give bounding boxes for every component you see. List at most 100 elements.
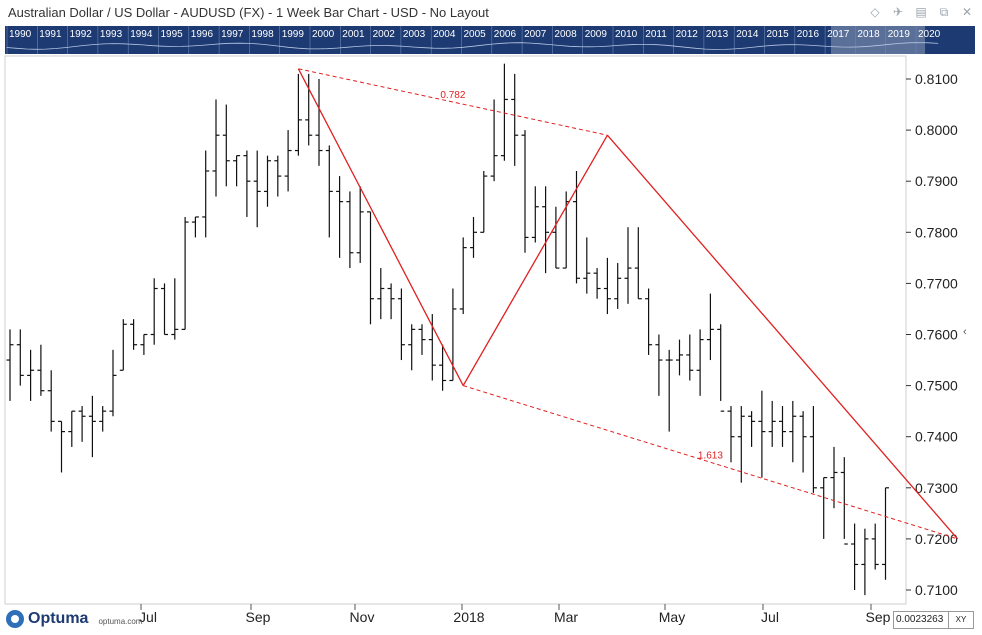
ohlc-bar[interactable] — [6, 329, 14, 401]
ohlc-bar[interactable] — [68, 410, 76, 447]
timeline-year-label[interactable]: 2006 — [494, 29, 517, 40]
ohlc-bar[interactable] — [593, 268, 601, 299]
ohlc-bar[interactable] — [243, 150, 251, 217]
ohlc-bar[interactable] — [191, 216, 199, 238]
timeline-year-label[interactable]: 1990 — [9, 29, 32, 40]
ohlc-bar[interactable] — [284, 130, 292, 192]
ohlc-bar[interactable] — [130, 319, 138, 350]
ohlc-bar[interactable] — [789, 400, 797, 463]
ohlc-bar[interactable] — [634, 227, 642, 300]
timeline-year-label[interactable]: 2001 — [342, 29, 365, 40]
timeline-year-label[interactable]: 2002 — [373, 29, 396, 40]
timeline-year-label[interactable]: 1992 — [70, 29, 93, 40]
ohlc-bar[interactable] — [552, 206, 560, 269]
price-readout[interactable]: 0.0023263 — [893, 611, 949, 629]
ohlc-bar[interactable] — [58, 420, 65, 473]
timeline-year-label[interactable]: 2018 — [857, 29, 880, 40]
ohlc-bar[interactable] — [779, 406, 786, 447]
ohlc-bar[interactable] — [840, 457, 848, 545]
timeline-year-label[interactable]: 1998 — [251, 29, 274, 40]
timeline-year-label[interactable]: 2000 — [312, 29, 335, 40]
pattern-leg[interactable] — [297, 68, 464, 386]
ohlc-bar[interactable] — [655, 334, 663, 396]
ohlc-bar[interactable] — [676, 339, 683, 376]
ohlc-bar[interactable] — [542, 186, 550, 274]
timeline-year-label[interactable]: 1994 — [130, 29, 153, 40]
ohlc-bar[interactable] — [768, 400, 776, 447]
ohlc-bar[interactable] — [459, 237, 467, 315]
ohlc-bar[interactable] — [161, 283, 168, 336]
ohlc-bar[interactable] — [253, 150, 261, 228]
ohlc-bar[interactable] — [88, 395, 96, 458]
ohlc-bar[interactable] — [737, 406, 745, 483]
ohlc-bar[interactable] — [830, 446, 838, 509]
ohlc-bar[interactable] — [871, 523, 879, 570]
ohlc-bar[interactable] — [408, 324, 416, 371]
ohlc-bar[interactable] — [212, 99, 220, 197]
ohlc-bar[interactable] — [624, 227, 632, 304]
ohlc-bar[interactable] — [799, 411, 807, 473]
timeline-year-label[interactable]: 2017 — [827, 29, 850, 40]
timeline-year-label[interactable]: 1993 — [100, 29, 123, 40]
ohlc-bar[interactable] — [109, 349, 117, 417]
timeline-year-label[interactable]: 2020 — [918, 29, 941, 40]
ohlc-bar[interactable] — [706, 293, 714, 361]
timeline-year-label[interactable]: 1997 — [221, 29, 244, 40]
ohlc-bar[interactable] — [521, 130, 529, 253]
ohlc-bar[interactable] — [500, 63, 508, 161]
ohlc-bar[interactable] — [119, 319, 127, 371]
diamond-icon[interactable]: ◇ — [870, 5, 880, 19]
pattern-ratio-line[interactable] — [463, 385, 958, 540]
ohlc-bar[interactable] — [336, 176, 344, 258]
ohlc-bar[interactable] — [264, 155, 271, 207]
timeline-year-label[interactable]: 2016 — [797, 29, 820, 40]
ohlc-bar[interactable] — [583, 237, 591, 294]
pattern-leg[interactable] — [606, 134, 959, 540]
ohlc-bar[interactable] — [851, 523, 859, 590]
close-icon[interactable]: ✕ — [961, 5, 973, 19]
ohlc-bar[interactable] — [346, 191, 354, 269]
ohlc-bar[interactable] — [387, 283, 395, 320]
timeline-year-label[interactable]: 2007 — [524, 29, 547, 40]
ohlc-bar[interactable] — [222, 104, 230, 187]
ohlc-bar[interactable] — [367, 211, 374, 325]
ohlc-bar[interactable] — [397, 288, 405, 361]
restore-icon[interactable]: ⧉ — [939, 5, 949, 19]
ohlc-bar[interactable] — [820, 476, 828, 539]
ohlc-bar[interactable] — [202, 150, 210, 238]
ohlc-bar[interactable] — [686, 334, 694, 381]
timeline-year-label[interactable]: 2004 — [433, 29, 456, 40]
ohlc-bar[interactable] — [531, 186, 539, 243]
ohlc-bar[interactable] — [727, 406, 735, 463]
ohlc-bar[interactable] — [305, 73, 313, 146]
ohlc-bar[interactable] — [470, 216, 477, 258]
pin-icon[interactable]: ✈ — [892, 5, 904, 19]
chevron-left-icon[interactable]: ‹ — [963, 326, 967, 338]
ohlc-bar[interactable] — [315, 79, 323, 166]
ohlc-bar[interactable] — [274, 155, 282, 197]
pattern-leg[interactable] — [462, 134, 608, 386]
ohlc-bar[interactable] — [181, 216, 189, 330]
ohlc-bar[interactable] — [377, 268, 385, 320]
timeline-year-label[interactable]: 2015 — [767, 29, 790, 40]
timeline-navigator[interactable]: 1990 1991 1992 1993 1994 1995 1996 1997 1998 1999… — [5, 26, 975, 54]
ohlc-bar[interactable] — [645, 288, 653, 355]
ohlc-bar[interactable] — [717, 324, 725, 412]
timeline-year-label[interactable]: 1996 — [191, 29, 214, 40]
ohlc-bar[interactable] — [511, 73, 519, 166]
ohlc-bar[interactable] — [490, 99, 498, 182]
timeline-year-label[interactable]: 2008 — [554, 29, 577, 40]
pattern-ratio-line[interactable] — [298, 68, 608, 136]
ohlc-bar[interactable] — [480, 170, 488, 233]
ohlc-bar[interactable] — [233, 155, 241, 187]
ohlc-bar[interactable] — [47, 370, 55, 432]
print-icon[interactable]: ▤ — [915, 5, 927, 19]
ohlc-bar[interactable] — [809, 406, 817, 493]
ohlc-bar[interactable] — [150, 278, 158, 345]
ohlc-bar[interactable] — [882, 487, 889, 580]
timeline-year-label[interactable]: 2012 — [676, 29, 699, 40]
ohlc-bar[interactable] — [603, 257, 611, 315]
ohlc-bar[interactable] — [665, 349, 673, 432]
timeline-year-label[interactable]: 2005 — [464, 29, 487, 40]
